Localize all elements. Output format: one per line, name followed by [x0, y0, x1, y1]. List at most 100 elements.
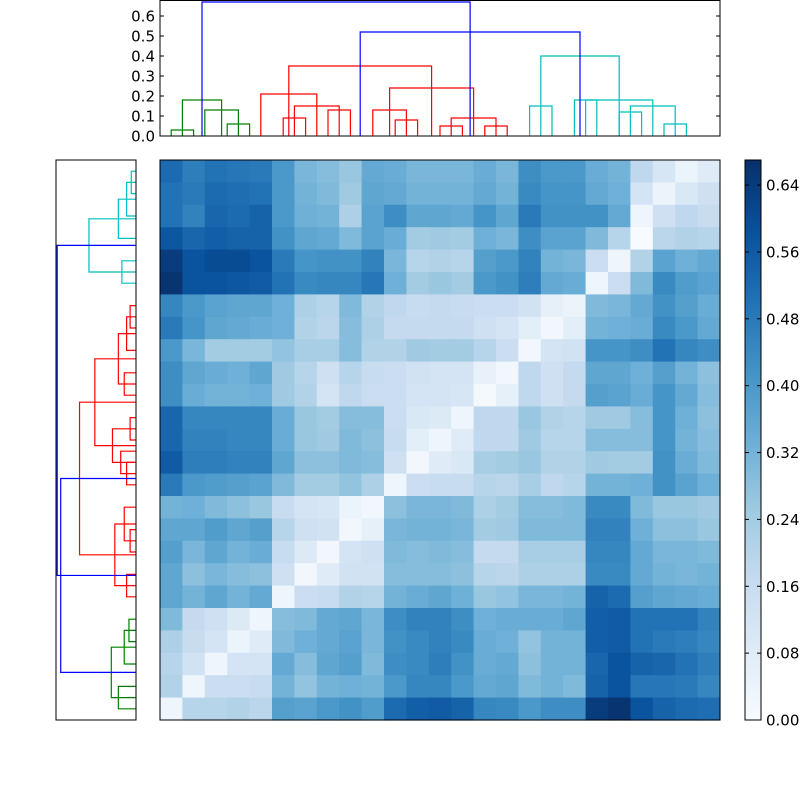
heatmap-cell — [294, 608, 318, 631]
heatmap-cell — [294, 540, 318, 564]
heatmap-cell — [518, 339, 542, 363]
heatmap-cell — [272, 496, 295, 519]
heatmap-cell — [630, 361, 654, 385]
heatmap-cell — [608, 227, 631, 251]
heatmap-cell — [272, 272, 295, 295]
heatmap-cell — [204, 406, 228, 430]
heatmap-cell — [697, 182, 721, 206]
heatmap-cell — [249, 316, 273, 340]
heatmap-cell — [160, 652, 183, 676]
heatmap-cell — [652, 652, 676, 676]
heatmap-cell — [249, 182, 273, 206]
heatmap-cell — [518, 630, 542, 654]
heatmap-cell — [675, 272, 699, 295]
heatmap-cell — [361, 630, 385, 654]
heatmap-cell — [451, 608, 475, 631]
heatmap-cell — [204, 652, 228, 676]
colorbar-bar — [744, 159, 762, 721]
heatmap-cell — [294, 384, 318, 407]
heatmap-cell — [652, 518, 676, 542]
heatmap-cell — [608, 496, 631, 519]
heatmap-cell — [316, 451, 340, 475]
heatmap-cell — [160, 272, 183, 295]
heatmap-cell — [675, 630, 699, 654]
heatmap-cell — [227, 518, 251, 542]
heatmap-cell — [428, 451, 452, 475]
heatmap-cell — [518, 496, 542, 519]
heatmap-cell — [652, 608, 676, 631]
heatmap-cell — [182, 451, 206, 475]
heatmap-cell — [249, 204, 273, 228]
heatmap-cell — [316, 473, 340, 497]
heatmap-cell — [608, 204, 631, 228]
heatmap-cell — [361, 473, 385, 497]
heatmap-cell — [361, 182, 385, 206]
heatmap-cell — [630, 272, 654, 295]
heatmap-cell — [473, 361, 497, 385]
heatmap-cell — [406, 630, 430, 654]
heatmap-cell — [608, 428, 631, 452]
heatmap-cell — [652, 316, 676, 340]
left-dendrogram-link — [56, 244, 136, 577]
heatmap-cell — [294, 675, 318, 699]
heatmap-cell — [518, 563, 542, 587]
heatmap-cell — [272, 675, 295, 699]
heatmap-cell — [540, 361, 564, 385]
heatmap-cell — [473, 608, 497, 631]
heatmap-cell — [496, 160, 519, 183]
heatmap-cell — [227, 272, 251, 295]
heatmap-cell — [272, 406, 295, 430]
heatmap-cell — [182, 361, 206, 385]
top-dendrogram-tick-label: 0.5 — [131, 28, 155, 46]
heatmap-cell — [697, 473, 721, 497]
heatmap-cell — [384, 608, 407, 631]
heatmap-cell — [630, 316, 654, 340]
heatmap-cell — [316, 652, 340, 676]
heatmap-cell — [428, 630, 452, 654]
heatmap-cell — [518, 518, 542, 542]
heatmap-cell — [316, 428, 340, 452]
heatmap-cell — [361, 339, 385, 363]
heatmap-cell — [160, 563, 183, 587]
heatmap-cell — [630, 563, 654, 587]
heatmap-cell — [406, 384, 430, 407]
heatmap-cell — [540, 294, 564, 318]
heatmap-cell — [406, 518, 430, 542]
heatmap-cell — [384, 428, 407, 452]
heatmap-cell — [540, 160, 564, 183]
heatmap-cell — [294, 428, 318, 452]
heatmap-cell — [540, 675, 564, 699]
heatmap-cell — [451, 585, 475, 609]
heatmap-cell — [361, 316, 385, 340]
heatmap-cell — [249, 496, 273, 519]
heatmap-cell — [540, 406, 564, 430]
heatmap-cell — [697, 630, 721, 654]
heatmap-cell — [160, 406, 183, 430]
heatmap-cell — [630, 182, 654, 206]
heatmap-cell — [652, 204, 676, 228]
heatmap-cell — [406, 316, 430, 340]
heatmap-cell — [563, 428, 587, 452]
heatmap-cell — [652, 160, 676, 183]
heatmap-cell — [272, 316, 295, 340]
heatmap-cell — [473, 585, 497, 609]
heatmap-cell — [585, 518, 609, 542]
heatmap-cell — [563, 451, 587, 475]
heatmap-cell — [361, 652, 385, 676]
heatmap-cell — [249, 384, 273, 407]
heatmap-cell — [428, 249, 452, 273]
heatmap-cell — [339, 518, 363, 542]
heatmap-cell — [496, 361, 519, 385]
heatmap-cell — [630, 585, 654, 609]
heatmap-cell — [473, 518, 497, 542]
heatmap-cell — [697, 496, 721, 519]
heatmap-cell — [249, 406, 273, 430]
heatmap-cell — [451, 361, 475, 385]
heatmap-cell — [451, 384, 475, 407]
heatmap-cell — [249, 294, 273, 318]
heatmap-cell — [160, 585, 183, 609]
heatmap-cell — [496, 652, 519, 676]
colorbar-tick-label: 0.00 — [766, 712, 799, 730]
heatmap-cell — [697, 316, 721, 340]
heatmap-cell — [316, 339, 340, 363]
